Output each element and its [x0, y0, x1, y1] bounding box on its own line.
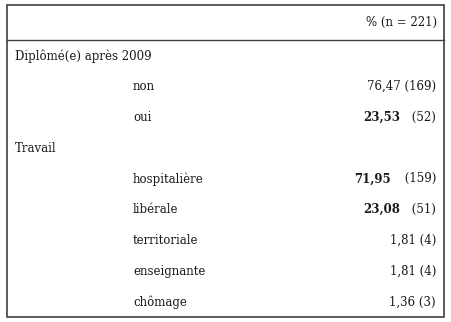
- Text: non: non: [133, 80, 155, 93]
- Text: (52): (52): [408, 111, 436, 124]
- Text: 23,08: 23,08: [363, 203, 400, 216]
- Text: 1,36 (3): 1,36 (3): [390, 295, 436, 308]
- Text: 1,81 (4): 1,81 (4): [390, 234, 436, 247]
- Text: oui: oui: [133, 111, 152, 124]
- Text: 76,47 (169): 76,47 (169): [367, 80, 436, 93]
- Text: 71,95: 71,95: [354, 172, 391, 185]
- Text: territoriale: territoriale: [133, 234, 198, 247]
- Text: libérale: libérale: [133, 203, 179, 216]
- Text: (159): (159): [401, 172, 436, 185]
- Text: enseignante: enseignante: [133, 265, 205, 278]
- Text: 1,81 (4): 1,81 (4): [390, 265, 436, 278]
- Text: Diplômé(e) après 2009: Diplômé(e) après 2009: [15, 49, 152, 62]
- Text: (51): (51): [408, 203, 436, 216]
- Text: 23,53: 23,53: [363, 111, 400, 124]
- Text: % (n = 221): % (n = 221): [366, 16, 437, 29]
- Text: hospitalière: hospitalière: [133, 172, 204, 185]
- Text: Travail: Travail: [15, 142, 56, 155]
- Text: chômage: chômage: [133, 295, 187, 308]
